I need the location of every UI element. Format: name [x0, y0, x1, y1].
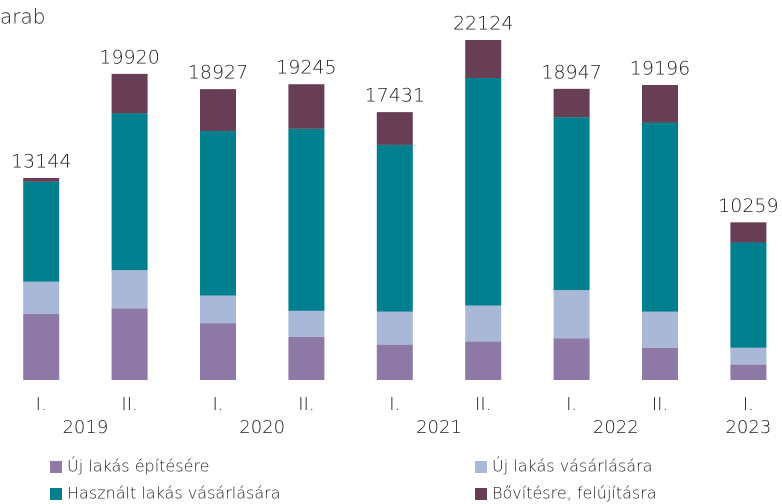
bar-segment	[642, 311, 678, 348]
bar-segment	[288, 84, 325, 129]
bar-segment	[376, 112, 413, 145]
bar-segment	[465, 341, 502, 380]
year-label: 2023	[725, 417, 771, 438]
bar-segment	[23, 313, 60, 380]
legend-swatch	[475, 488, 487, 500]
bar-segment	[553, 117, 590, 291]
bar-segment	[642, 84, 678, 123]
x-tick-label: II.	[652, 394, 668, 415]
bar-segment	[730, 222, 767, 243]
total-label: 22124	[453, 13, 513, 35]
bar-segment	[642, 347, 678, 380]
bar-segment	[288, 310, 325, 337]
total-label: 17431	[365, 85, 425, 107]
total-label: 19196	[630, 57, 690, 79]
legend-label: Használt lakás vásárlására	[67, 484, 281, 503]
total-label: 19245	[276, 57, 336, 79]
bar-segment	[288, 128, 325, 311]
x-tick-label: II.	[121, 394, 137, 415]
year-label: 2020	[239, 417, 285, 438]
legend-label: Új lakás építésére	[67, 457, 210, 476]
bar-segment	[288, 336, 325, 380]
total-label: 18947	[541, 61, 601, 83]
total-label: 10259	[718, 195, 778, 217]
bar-segment	[642, 122, 678, 312]
bar-segment	[465, 305, 502, 342]
bar-segment	[730, 364, 767, 380]
x-tick-label: I.	[389, 394, 400, 415]
legend-swatch	[50, 488, 62, 500]
bar-segment	[376, 344, 413, 380]
x-tick-label: II.	[475, 394, 491, 415]
legend-label: Bővítésre, felújításra	[492, 484, 657, 503]
x-tick-label: I.	[743, 394, 754, 415]
bar-segment	[553, 290, 590, 339]
bar-segment	[200, 131, 236, 296]
bar-segment	[465, 78, 502, 306]
bar-segment	[200, 295, 236, 324]
bar-segment	[23, 281, 60, 314]
bar-segment	[465, 40, 502, 79]
bar-segment	[200, 89, 236, 132]
x-tick-label: I.	[36, 394, 47, 415]
legend-label: Új lakás vásárlására	[492, 457, 652, 476]
total-label: 18927	[188, 62, 248, 84]
bar-segment	[553, 338, 590, 380]
bar-segment	[200, 323, 236, 380]
bar-segment	[553, 88, 590, 118]
legend-swatch	[475, 461, 487, 473]
year-label: 2021	[416, 417, 462, 438]
bar-segment	[111, 113, 148, 271]
x-tick-label: I.	[566, 394, 577, 415]
bar-segment	[111, 308, 148, 380]
x-tick-label: I.	[212, 394, 223, 415]
bar-segment	[23, 178, 60, 182]
total-label: 19920	[99, 46, 159, 68]
legend-swatch	[50, 461, 62, 473]
year-label: 2022	[593, 417, 639, 438]
chart-title: arab	[0, 5, 45, 29]
bar-segment	[111, 73, 148, 114]
bar-segment	[376, 144, 413, 312]
x-tick-label: II.	[298, 394, 314, 415]
bar-segment	[111, 270, 148, 309]
bar-segment	[376, 311, 413, 345]
total-label: 13144	[11, 151, 71, 173]
year-label: 2019	[62, 417, 108, 438]
bar-segment	[730, 347, 767, 365]
bar-segment	[730, 242, 767, 348]
bar-segment	[23, 181, 60, 282]
